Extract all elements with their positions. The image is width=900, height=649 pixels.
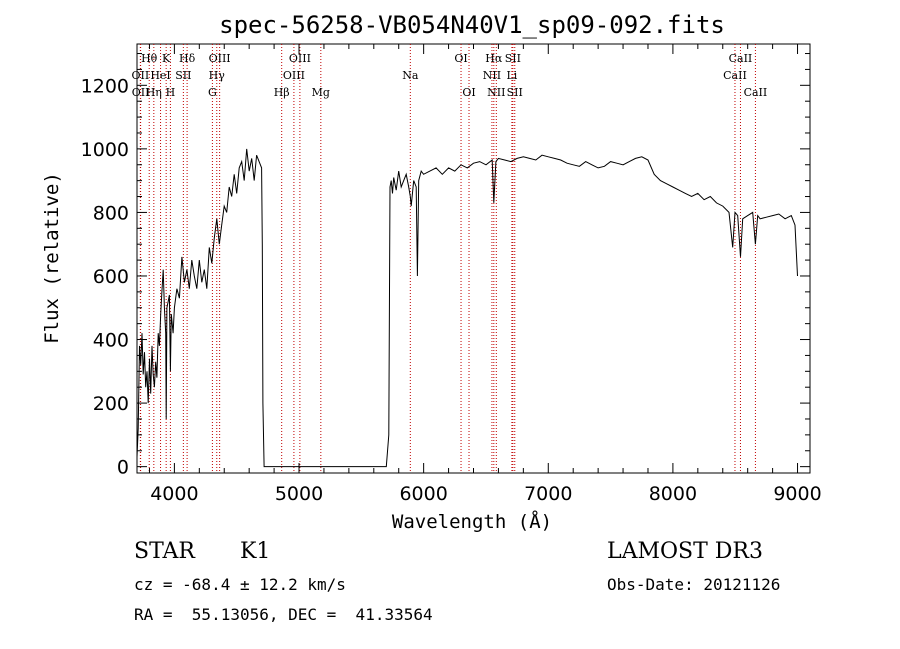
y-axis-label: Flux (relative) <box>41 172 63 344</box>
x-tick-label: 9000 <box>773 483 821 505</box>
spectral-line-label: Na <box>402 69 419 82</box>
spectral-line-label: OI <box>454 52 467 65</box>
spectral-line-label: Hδ <box>179 52 196 65</box>
spectrum-chart: spec-56258-VB054N40V1_sp09-092.fits Hθ OI… <box>41 11 822 533</box>
spectral-line-label: OIII <box>289 52 311 65</box>
spectral-line-label: NII <box>487 86 505 99</box>
spectral-line-label: SII <box>507 86 523 99</box>
obs-date-text: Obs-Date: 20121126 <box>607 575 781 594</box>
x-tick-label: 8000 <box>649 483 697 505</box>
x-tick-label: 6000 <box>399 483 447 505</box>
spectral-line-label: Hα <box>485 52 503 65</box>
coordinates-text: RA = 55.13056, DEC = 41.33564 <box>134 605 433 624</box>
x-tick-label: 7000 <box>524 483 572 505</box>
x-tick-label: 4000 <box>150 483 198 505</box>
spectral-line-label: Mg <box>312 86 330 99</box>
axis-ticks <box>137 44 810 473</box>
spectral-line-label: OIII <box>209 52 231 65</box>
y-tick-label: 600 <box>93 266 129 288</box>
spectral-line-markers <box>139 44 756 473</box>
spectral-line-label: Hθ <box>141 52 158 65</box>
y-tick-label: 1200 <box>81 75 129 97</box>
y-tick-label: 800 <box>93 202 129 224</box>
x-axis-label: Wavelength (Å) <box>392 510 552 533</box>
spectral-line-label: HeI <box>150 69 170 82</box>
x-tick-label: 5000 <box>275 483 323 505</box>
y-tick-label: 400 <box>93 330 129 352</box>
object-subclass: K1 <box>240 539 271 564</box>
spectrum-line <box>136 148 798 468</box>
plot-frame <box>136 43 811 474</box>
spectral-line-label: Li <box>506 69 517 82</box>
redshift-text: cz = -68.4 ± 12.2 km/s <box>134 575 346 594</box>
spectral-line-label: OIII <box>283 69 305 82</box>
spectral-line-label: G <box>208 86 217 99</box>
spectral-line-label: CaII <box>729 52 753 65</box>
spectral-line-label: K <box>162 52 171 65</box>
chart-title: spec-56258-VB054N40V1_sp09-092.fits <box>219 11 725 39</box>
spectral-line-label: CaII <box>744 86 768 99</box>
y-tick-label: 1000 <box>81 139 129 161</box>
spectral-line-label: H <box>166 86 176 99</box>
spectral-line-label: Hγ <box>209 69 226 82</box>
spectral-line-label: OI <box>462 86 475 99</box>
spectral-line-label: OII <box>132 86 150 99</box>
tick-labels: 4000 5000 6000 7000 8000 9000 0 200 400 600 800 100… <box>81 75 822 505</box>
spectral-line-label: NII <box>483 69 501 82</box>
spectral-line-label: SII <box>505 52 521 65</box>
spectral-line-label: Hη <box>146 86 162 99</box>
spectral-line-label: CaII <box>723 69 747 82</box>
spectral-line-label: SII <box>175 69 191 82</box>
y-tick-label: 0 <box>117 457 129 479</box>
spectral-line-label: OII <box>132 69 150 82</box>
survey-label: LAMOST DR3 <box>607 539 763 564</box>
y-tick-label: 200 <box>93 393 129 415</box>
object-class: STAR <box>134 539 195 564</box>
spectral-line-label: Hβ <box>274 86 290 99</box>
